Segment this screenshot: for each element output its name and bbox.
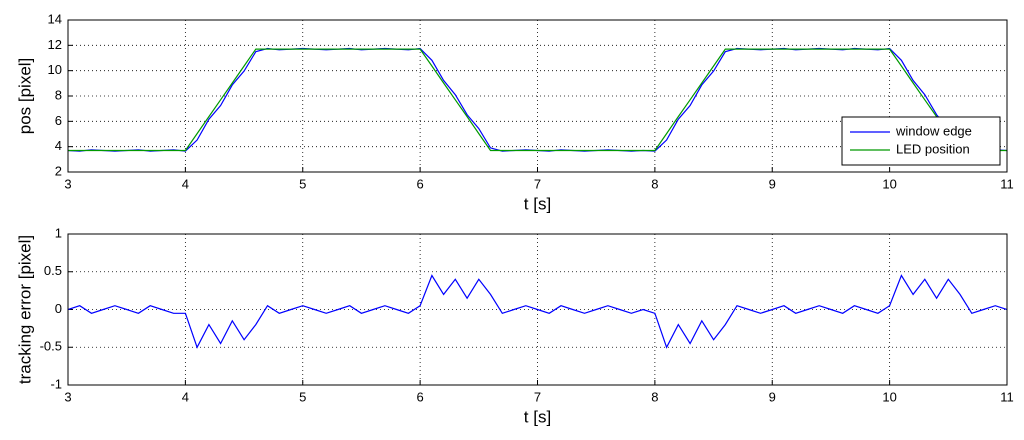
x-tick-label: 10 [882, 176, 896, 191]
y-tick-label: 10 [48, 62, 62, 77]
x-tick-label: 5 [299, 389, 306, 404]
x-tick-label: 10 [882, 389, 896, 404]
legend-label: window edge [895, 123, 972, 138]
legend-box [841, 116, 1001, 166]
x-axis-label: t [s] [524, 407, 551, 426]
axes-frame [67, 233, 1008, 386]
x-tick-label: 5 [299, 176, 306, 191]
x-tick-label: 8 [651, 389, 658, 404]
y-tick-label: 6 [55, 113, 62, 128]
x-tick-label: 11 [1000, 176, 1014, 191]
x-tick-label: 7 [534, 389, 541, 404]
x-tick-label: 9 [769, 389, 776, 404]
x-tick-label: 4 [182, 176, 189, 191]
y-tick-label: -1 [50, 376, 62, 391]
y-tick-label: 4 [55, 138, 62, 153]
x-tick-label: 6 [417, 176, 424, 191]
x-tick-label: 3 [64, 176, 71, 191]
x-tick-label: 4 [182, 389, 189, 404]
x-tick-label: 8 [651, 176, 658, 191]
axes-frame [67, 19, 1008, 173]
x-tick-label: 9 [769, 176, 776, 191]
x-tick-label: 7 [534, 176, 541, 191]
y-tick-label: 14 [48, 11, 62, 26]
y-tick-label: 8 [55, 87, 62, 102]
x-tick-label: 6 [417, 389, 424, 404]
x-tick-label: 11 [1000, 389, 1014, 404]
y-tick-label: 1 [55, 225, 62, 240]
y-tick-label: 0.5 [44, 263, 62, 278]
series-line [68, 274, 1007, 349]
y-axis-label: pos [pixel] [15, 58, 34, 135]
y-tick-label: 0 [55, 301, 62, 316]
y-tick-label: 2 [55, 163, 62, 178]
x-tick-label: 3 [64, 389, 71, 404]
y-axis-label: tracking error [pixel] [15, 235, 34, 384]
series-line [68, 48, 1007, 152]
legend-label: LED position [896, 141, 970, 156]
y-tick-label: 12 [48, 37, 62, 52]
y-tick-label: -0.5 [40, 339, 62, 354]
x-axis-label: t [s] [524, 194, 551, 213]
